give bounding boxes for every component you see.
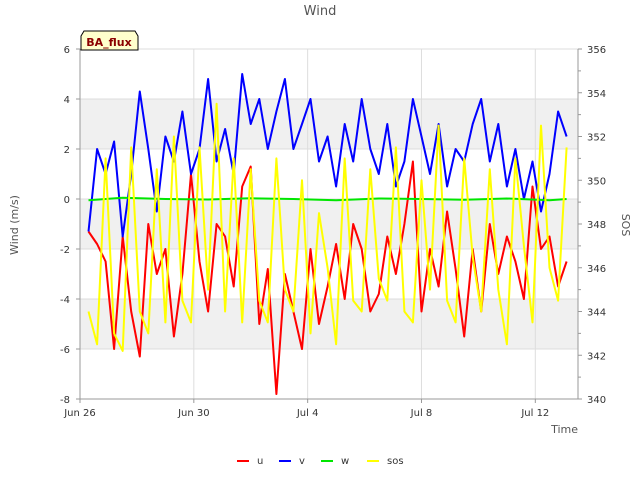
series-layer xyxy=(87,73,568,395)
axes: -8 -6 -4 -2 0 2 4 6 340 342 344 346 348 350 352 354 356 J… xyxy=(60,45,606,419)
x-tick-label: Jul 12 xyxy=(520,408,549,419)
site-label-text: BA_flux xyxy=(86,36,131,49)
y2-axis-label: SOS xyxy=(619,214,632,237)
plot-band-0 xyxy=(80,299,578,349)
x-tick-label: Jun 26 xyxy=(63,408,96,419)
y2-tick-label: 352 xyxy=(587,133,606,144)
y2-tick-label: 340 xyxy=(587,395,606,406)
series-line-w xyxy=(88,196,567,202)
y2-tick-label: 344 xyxy=(587,308,606,319)
y2-tick-label: 354 xyxy=(587,89,606,100)
y2-tick-label: 350 xyxy=(587,176,606,187)
legend-label-sos: sos xyxy=(387,456,404,467)
y-tick-label: -8 xyxy=(60,395,70,406)
y2-tick-label: 348 xyxy=(587,220,606,231)
x-tick-label: Jul 4 xyxy=(296,408,319,419)
site-label-box: BA_flux xyxy=(80,30,139,51)
y2-tick-label: 342 xyxy=(587,351,606,362)
legend: u v w sos xyxy=(237,456,404,467)
legend-label-u: u xyxy=(257,456,263,467)
y-axis-label: Wind (m/s) xyxy=(8,195,21,255)
legend-label-w: w xyxy=(341,456,349,467)
site-label-badge xyxy=(80,30,139,51)
x-tick-label: Jun 30 xyxy=(177,408,210,419)
chart-title: Wind xyxy=(304,4,337,19)
y-tick-label: 0 xyxy=(64,195,70,206)
y-tick-label: -4 xyxy=(60,295,70,306)
y-tick-label: -6 xyxy=(60,345,70,356)
x-tick-label: Jul 8 xyxy=(410,408,433,419)
y2-tick-label: 346 xyxy=(587,264,606,275)
y-tick-label: 6 xyxy=(64,45,70,56)
y-tick-label: -2 xyxy=(60,245,70,256)
y2-tick-label: 356 xyxy=(587,45,606,56)
legend-label-v: v xyxy=(299,456,305,467)
x-axis-label: Time xyxy=(550,423,578,436)
y-tick-label: 2 xyxy=(64,145,70,156)
series-line-sos xyxy=(87,102,568,352)
series-line-v xyxy=(87,73,568,238)
y-tick-label: 4 xyxy=(64,95,70,106)
